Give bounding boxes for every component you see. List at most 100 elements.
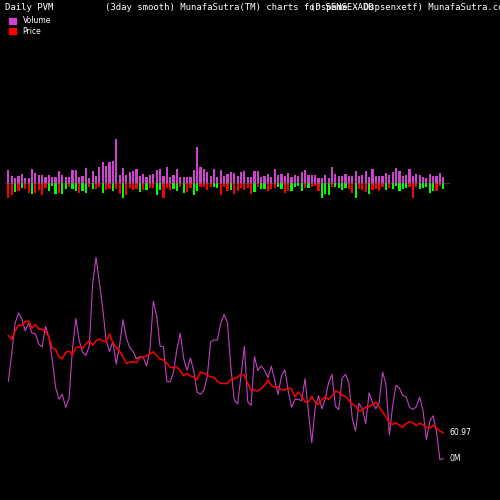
Bar xyxy=(236,183,238,191)
Bar xyxy=(422,183,424,188)
Bar xyxy=(142,183,144,190)
Bar xyxy=(274,169,276,183)
Bar xyxy=(226,174,228,183)
Bar xyxy=(233,173,235,183)
Bar xyxy=(102,183,104,193)
Bar xyxy=(68,176,70,183)
Bar xyxy=(374,176,377,183)
Bar xyxy=(304,183,306,188)
Bar xyxy=(324,174,326,183)
Bar xyxy=(85,168,87,183)
Bar xyxy=(166,167,168,183)
Bar xyxy=(392,183,394,190)
Bar xyxy=(61,175,64,183)
Bar xyxy=(64,183,67,189)
Bar xyxy=(334,183,336,187)
Bar xyxy=(284,176,286,183)
Bar xyxy=(74,170,77,183)
Bar xyxy=(159,183,161,190)
Bar xyxy=(196,147,198,183)
Bar xyxy=(348,183,350,190)
Bar xyxy=(8,183,10,198)
Bar xyxy=(362,175,364,183)
Bar xyxy=(126,183,128,194)
Bar xyxy=(142,174,144,183)
Bar xyxy=(321,183,323,198)
Bar xyxy=(351,176,354,183)
Bar xyxy=(182,183,185,194)
Bar xyxy=(206,183,208,190)
Bar xyxy=(287,174,290,183)
Bar xyxy=(321,178,323,183)
Bar xyxy=(152,174,154,183)
Bar xyxy=(95,176,97,183)
Bar xyxy=(34,173,36,183)
Bar xyxy=(331,183,333,187)
Bar xyxy=(378,176,380,183)
Bar xyxy=(182,178,185,183)
Bar xyxy=(172,183,174,189)
Bar xyxy=(348,176,350,183)
Bar xyxy=(392,172,394,183)
Text: Daily PVM: Daily PVM xyxy=(5,2,54,12)
Bar xyxy=(192,170,195,183)
Bar xyxy=(200,183,202,187)
Bar xyxy=(408,183,410,187)
Bar xyxy=(304,170,306,183)
Bar xyxy=(169,176,172,183)
Bar xyxy=(274,183,276,188)
Bar xyxy=(216,183,218,188)
Bar xyxy=(92,171,94,183)
Bar xyxy=(277,183,279,186)
Bar xyxy=(61,183,64,194)
Bar xyxy=(24,183,26,188)
Bar xyxy=(220,183,222,194)
Bar xyxy=(244,183,246,190)
Bar xyxy=(54,183,56,194)
Bar xyxy=(418,175,421,183)
Legend: Volume, Price: Volume, Price xyxy=(9,16,51,36)
Bar xyxy=(192,183,195,194)
Text: 60.97: 60.97 xyxy=(450,428,471,438)
Bar xyxy=(415,174,418,183)
Bar xyxy=(297,176,300,183)
Bar xyxy=(223,176,225,183)
Bar xyxy=(240,172,242,183)
Bar xyxy=(203,183,205,187)
Bar xyxy=(8,170,10,183)
Bar xyxy=(236,176,238,183)
Bar xyxy=(358,183,360,189)
Bar xyxy=(310,175,313,183)
Bar xyxy=(82,176,84,183)
Bar xyxy=(260,177,262,183)
Bar xyxy=(210,176,212,183)
Bar xyxy=(290,177,292,183)
Bar xyxy=(284,183,286,194)
Bar xyxy=(72,170,74,183)
Bar xyxy=(254,171,256,183)
Bar xyxy=(21,174,23,183)
Bar xyxy=(270,177,272,183)
Bar xyxy=(172,176,174,183)
Bar xyxy=(300,172,303,183)
Bar xyxy=(51,183,54,186)
Bar xyxy=(260,183,262,188)
Bar xyxy=(388,175,390,183)
Bar xyxy=(82,183,84,192)
Bar xyxy=(112,160,114,183)
Bar xyxy=(136,183,138,189)
Bar xyxy=(28,178,30,183)
Bar xyxy=(159,169,161,183)
Bar xyxy=(402,183,404,189)
Bar xyxy=(48,176,50,183)
Bar xyxy=(294,175,296,183)
Bar xyxy=(264,183,266,189)
Bar xyxy=(128,183,131,188)
Bar xyxy=(395,183,397,186)
Bar xyxy=(264,176,266,183)
Bar xyxy=(354,171,356,183)
Bar xyxy=(267,183,269,190)
Bar xyxy=(426,183,428,187)
Bar xyxy=(108,162,110,183)
Bar xyxy=(149,183,151,188)
